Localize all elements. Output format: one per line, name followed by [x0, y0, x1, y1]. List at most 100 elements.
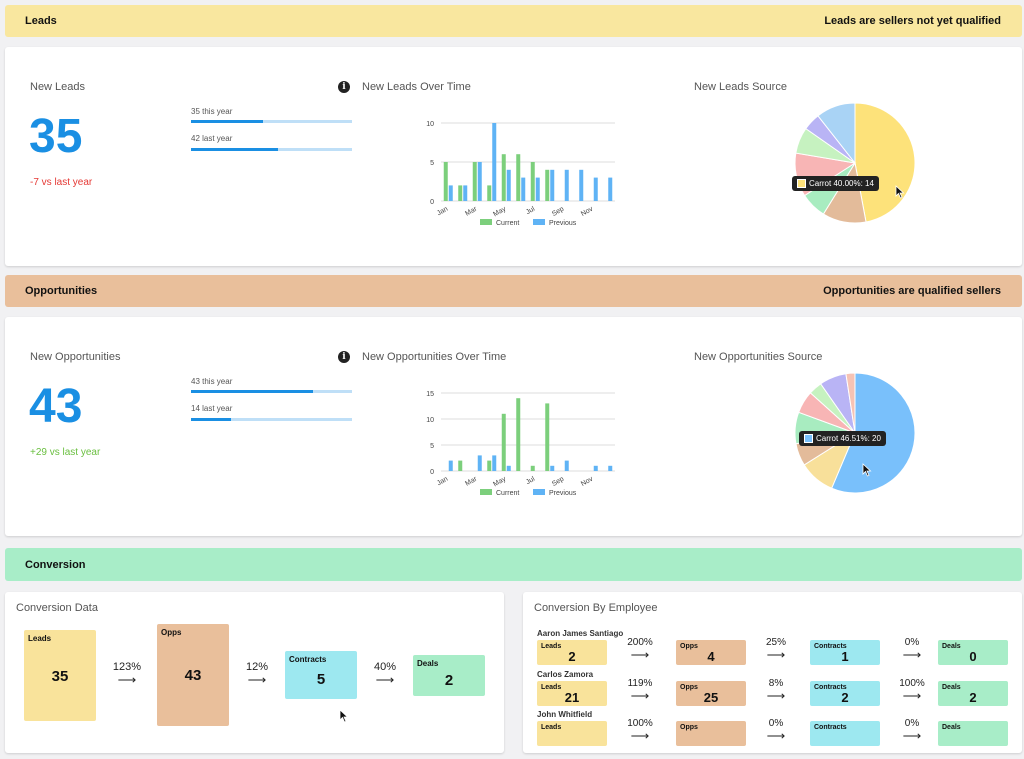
employee-stage-box: Contracts 2: [810, 681, 880, 706]
arrow-right-icon: ⟶: [117, 672, 137, 687]
info-icon[interactable]: i: [338, 81, 350, 93]
stage-label: Contracts: [289, 655, 327, 664]
legend-label: Previous: [549, 220, 577, 227]
rate-value: 12%: [245, 661, 269, 673]
opportunities-delta: +29 vs last year: [30, 447, 101, 458]
leads-banner-note: Leads are sellers not yet qualified: [824, 15, 1001, 27]
arrow-right-icon: ⟶: [902, 647, 922, 662]
stage-label: Deals: [942, 643, 961, 650]
conversion-banner: Conversion: [5, 548, 1022, 581]
x-tick-label: May: [492, 205, 507, 218]
leads-delta: -7 vs last year: [30, 177, 93, 188]
rate-value: 119%: [627, 678, 653, 689]
bar-current: [545, 169, 550, 201]
leads-pie-tooltip: Carrot 40.00%: 14: [792, 176, 879, 191]
legend-label: Current: [496, 220, 519, 227]
rate-value: 100%: [899, 678, 925, 689]
legend-label: Previous: [549, 490, 577, 497]
bar-previous: [521, 177, 526, 201]
stage-label: Opps: [161, 628, 182, 637]
leads-source-title: New Leads Source: [694, 81, 787, 93]
rate-value: 25%: [765, 637, 786, 648]
conversion-banner-title: Conversion: [25, 558, 86, 571]
arrow-right-icon: ⟶: [247, 672, 267, 687]
pie-slice: [845, 372, 856, 434]
bar-current: [472, 162, 477, 201]
arrow-right-icon: ⟶: [766, 728, 786, 743]
stage-value: 2: [969, 690, 977, 705]
leads-progress-label-current: 35 this year: [191, 107, 233, 116]
tooltip-swatch: [797, 179, 806, 188]
bar-previous: [550, 169, 555, 201]
bar-previous: [608, 465, 613, 471]
bar-current: [530, 162, 535, 201]
legend-swatch: [480, 219, 492, 225]
bar-previous: [477, 455, 482, 471]
stage-label: Deals: [942, 724, 961, 731]
employee-stage-box: Opps: [676, 721, 746, 746]
mouse-cursor-icon: [339, 709, 349, 723]
leads-over-time-chart: 0 5 10 Jan Mar May Jul Sep Nov Current Previous: [426, 121, 615, 227]
employee-stage-box: Leads 2: [537, 640, 607, 665]
stage-opps-box: Opps 43: [157, 624, 229, 726]
stage-label: Contracts: [814, 684, 847, 691]
x-tick-label: May: [492, 475, 507, 488]
employee-stage-box: Leads: [537, 721, 607, 746]
bar-previous: [564, 460, 569, 471]
rate-value: 0%: [904, 718, 920, 729]
employee-name: Carlos Zamora: [537, 670, 594, 679]
mouse-cursor-icon: [895, 185, 905, 199]
rate-value: 200%: [627, 637, 653, 648]
bar-previous: [506, 465, 511, 471]
stage-leads-box: Leads 35: [24, 630, 96, 721]
x-tick-label: Jul: [525, 205, 537, 216]
x-tick-label: Nov: [580, 475, 595, 488]
employee-stage-rate: 0% ⟶: [887, 718, 937, 742]
info-icon[interactable]: i: [338, 351, 350, 363]
stage-label: Leads: [541, 684, 562, 691]
bar-previous: [579, 169, 584, 201]
opportunities-banner-title: Opportunities: [25, 285, 98, 297]
stage-rate: 12% ⟶: [237, 661, 277, 686]
employee-stage-box: Leads 21: [537, 681, 607, 706]
opportunities-card: New Opportunities 43 +29 vs last year 43…: [5, 317, 1022, 536]
stage-label: Leads: [541, 724, 562, 731]
employee-stage-rate: 0% ⟶: [751, 718, 801, 742]
rate-value: 123%: [112, 661, 142, 673]
bar-previous: [550, 465, 555, 471]
bar-previous: [593, 177, 598, 201]
bar-current: [516, 154, 521, 201]
rate-value: 8%: [768, 678, 784, 689]
stage-value: 21: [564, 690, 580, 705]
arrow-right-icon: ⟶: [902, 688, 922, 703]
leads-progress-previous: [191, 148, 352, 151]
opps-progress-label-current: 43 this year: [191, 377, 233, 386]
y-tick-label: 5: [430, 443, 434, 450]
leads-chart-title: New Leads Over Time: [362, 81, 471, 93]
employee-stage-box: Deals 0: [938, 640, 1008, 665]
opportunities-banner-note: Opportunities are qualified sellers: [823, 285, 1001, 297]
employee-stage-rate: 0% ⟶: [887, 637, 937, 661]
stage-rate: 40% ⟶: [365, 661, 405, 686]
opportunities-source-title: New Opportunities Source: [694, 351, 823, 363]
legend-swatch: [533, 219, 545, 225]
leads-source-pie[interactable]: [790, 98, 920, 228]
employee-stage-rate: 200% ⟶: [615, 637, 665, 661]
opps-progress-label-previous: 14 last year: [191, 404, 233, 413]
rate-value: 0%: [768, 718, 784, 729]
bar-current: [545, 403, 550, 471]
arrow-right-icon: ⟶: [375, 672, 395, 687]
stage-value: 2: [841, 690, 849, 705]
stage-label: Leads: [541, 643, 562, 650]
opportunities-banner: Opportunities Opportunities are qualifie…: [5, 275, 1022, 307]
leads-card: New Leads 35 -7 vs last year 35 this yea…: [5, 47, 1022, 266]
employee-stage-box: Contracts: [810, 721, 880, 746]
bar-previous: [463, 185, 468, 201]
employee-stage-rate: 100% ⟶: [887, 678, 937, 702]
bar-current: [458, 185, 463, 201]
y-tick-label: 0: [430, 469, 434, 476]
conversion-data-card: Conversion Data Leads 35 123% ⟶ Opps 43 …: [5, 592, 504, 753]
bar-previous: [448, 185, 453, 201]
x-tick-label: Sep: [551, 206, 565, 218]
x-tick-label: Jul: [525, 475, 537, 486]
